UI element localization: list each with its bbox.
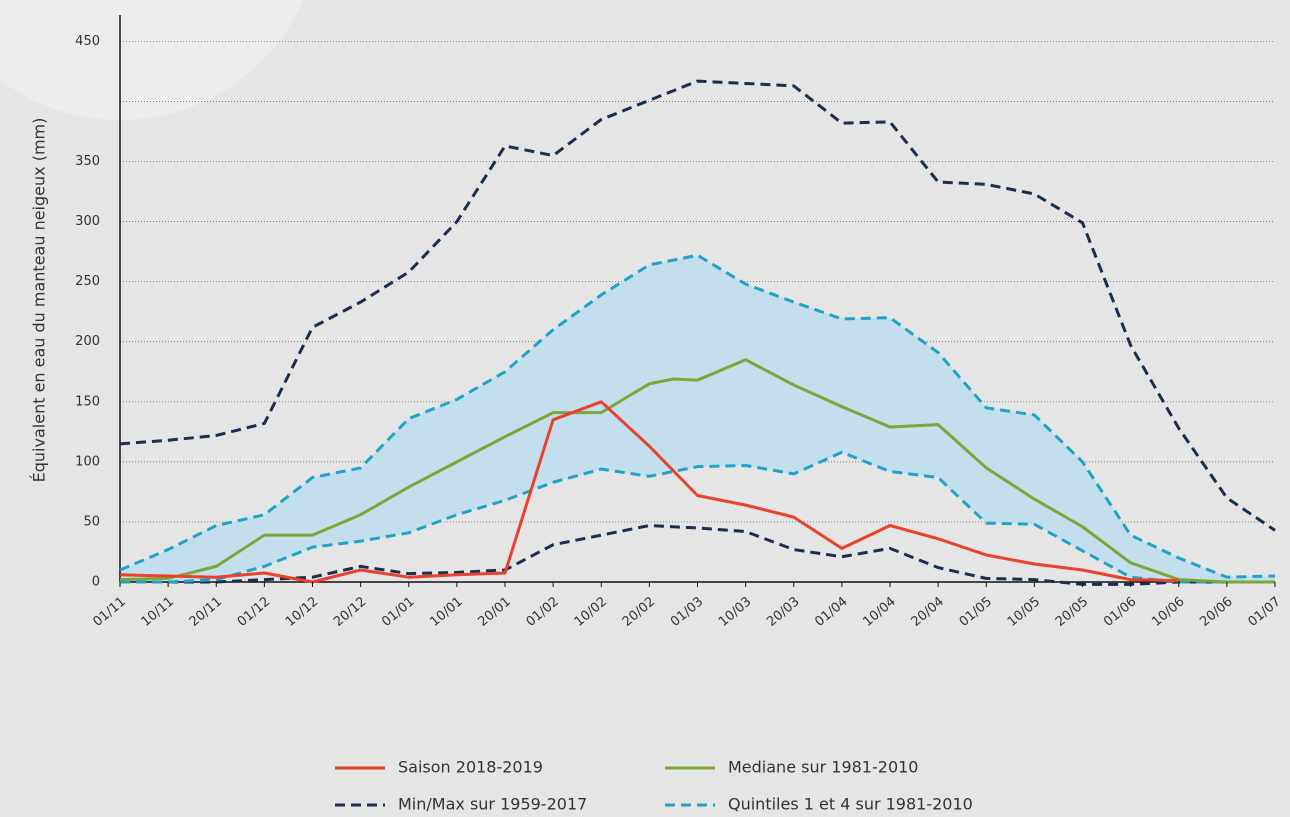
y-tick-label: 100 — [75, 454, 100, 469]
x-tick-label: 20/01 — [475, 594, 513, 630]
series-line — [119, 400, 1179, 584]
series-line — [119, 253, 1276, 579]
y-tick-label: 150 — [75, 394, 100, 409]
x-tick-label: 01/06 — [1101, 594, 1139, 630]
x-tick-label: 01/07 — [1245, 594, 1283, 630]
x-tick-label: 20/06 — [1197, 594, 1235, 630]
x-tick-label: 20/04 — [909, 594, 947, 630]
x-tick-label: 10/01 — [427, 594, 465, 630]
series-line — [120, 450, 1275, 584]
x-tick-label: 10/02 — [572, 594, 610, 630]
background-decoration — [0, 0, 304, 120]
series-line — [119, 79, 1276, 532]
legend-label: Saison 2018-2019 — [398, 758, 543, 777]
x-tick-label: 01/05 — [957, 594, 995, 630]
x-tick-label: 20/02 — [620, 594, 658, 630]
y-tick-label: 250 — [75, 274, 100, 289]
x-tick-label: 01/11 — [90, 594, 128, 630]
series-line — [119, 358, 1275, 584]
y-tick-label: 50 — [83, 514, 100, 529]
x-tick-label: 10/04 — [860, 594, 898, 630]
legend-label: Mediane sur 1981-2010 — [728, 758, 918, 777]
x-tick-label: 20/12 — [331, 594, 369, 630]
y-tick-label: 450 — [75, 34, 100, 49]
x-tick-label: 20/11 — [187, 594, 225, 630]
x-tick-label: 10/12 — [283, 594, 321, 630]
y-tick-label: 0 — [92, 575, 100, 590]
x-tick-label: 01/03 — [668, 594, 706, 630]
x-tick-label: 20/05 — [1053, 594, 1091, 630]
x-tick-label: 20/03 — [764, 594, 802, 630]
x-tick-label: 10/03 — [716, 594, 754, 630]
legend-label: Quintiles 1 et 4 sur 1981-2010 — [728, 795, 973, 814]
y-tick-label: 300 — [75, 214, 100, 229]
quintile-band — [120, 255, 1275, 582]
x-tick-label: 10/06 — [1149, 594, 1187, 630]
y-tick-label: 200 — [75, 334, 100, 349]
x-tick-label: 10/11 — [139, 594, 177, 630]
y-tick-label: 350 — [75, 154, 100, 169]
legend-label: Min/Max sur 1959-2017 — [398, 795, 587, 814]
x-tick-label: 01/01 — [379, 594, 417, 630]
y-axis-label: Équivalent en eau du manteau neigeux (mm… — [30, 118, 49, 483]
x-tick-label: 01/02 — [524, 594, 562, 630]
x-tick-label: 01/04 — [812, 594, 850, 630]
x-tick-label: 10/05 — [1005, 594, 1043, 630]
x-tick-label: 01/12 — [235, 594, 273, 630]
